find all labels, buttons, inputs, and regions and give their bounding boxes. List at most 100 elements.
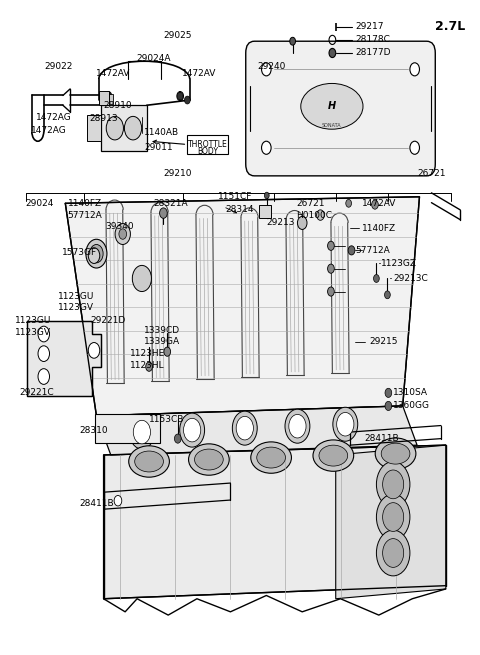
Circle shape: [88, 343, 100, 358]
Text: 1472AG: 1472AG: [31, 126, 66, 135]
Circle shape: [410, 141, 420, 155]
Circle shape: [38, 326, 49, 342]
Circle shape: [384, 291, 390, 299]
Text: 39340: 39340: [105, 221, 134, 231]
Text: 1472AV: 1472AV: [362, 199, 396, 208]
Text: BODY: BODY: [197, 147, 218, 155]
Text: H: H: [328, 102, 336, 111]
Text: 28310: 28310: [80, 426, 108, 436]
Text: 29221C: 29221C: [20, 388, 54, 398]
Ellipse shape: [381, 443, 410, 464]
Text: 2.7L: 2.7L: [435, 20, 465, 33]
Circle shape: [298, 216, 307, 229]
Circle shape: [119, 229, 127, 239]
Text: 1360GG: 1360GG: [393, 402, 430, 411]
Text: 29024: 29024: [25, 199, 54, 208]
Text: 29240: 29240: [257, 62, 285, 71]
Circle shape: [38, 346, 49, 362]
Ellipse shape: [313, 440, 354, 472]
Circle shape: [114, 495, 122, 506]
Bar: [87, 115, 101, 141]
Text: 26721: 26721: [417, 170, 446, 178]
Circle shape: [106, 117, 123, 140]
Circle shape: [327, 241, 334, 250]
Circle shape: [180, 413, 204, 447]
Text: 1339CD: 1339CD: [144, 326, 180, 335]
Circle shape: [290, 37, 296, 45]
Circle shape: [376, 530, 410, 576]
Text: 1123GU: 1123GU: [15, 316, 51, 326]
Text: 1123GZ: 1123GZ: [381, 259, 417, 268]
Ellipse shape: [189, 444, 229, 476]
Circle shape: [106, 92, 111, 100]
Text: 1123GV: 1123GV: [58, 303, 94, 312]
Text: 1140FZ: 1140FZ: [362, 223, 396, 233]
Text: THROTTLE: THROTTLE: [188, 140, 228, 149]
Text: 29024A: 29024A: [137, 54, 171, 63]
Circle shape: [183, 419, 201, 442]
Ellipse shape: [135, 451, 163, 472]
Polygon shape: [336, 445, 446, 599]
Circle shape: [236, 417, 253, 440]
Circle shape: [232, 411, 257, 445]
Bar: [99, 91, 109, 105]
Circle shape: [38, 369, 49, 384]
Text: 28910: 28910: [104, 101, 132, 110]
Circle shape: [90, 244, 103, 263]
Text: 29213: 29213: [266, 218, 295, 227]
Circle shape: [327, 264, 334, 273]
Circle shape: [184, 96, 190, 104]
Circle shape: [264, 192, 269, 198]
Circle shape: [159, 208, 167, 218]
Polygon shape: [27, 321, 101, 396]
Text: 1472AV: 1472AV: [96, 69, 131, 79]
Text: 29022: 29022: [44, 62, 72, 71]
Circle shape: [130, 415, 155, 449]
Bar: [101, 105, 147, 151]
Text: 28321A: 28321A: [154, 199, 189, 208]
Polygon shape: [65, 196, 420, 416]
Circle shape: [177, 92, 183, 100]
Ellipse shape: [129, 446, 169, 477]
Text: 29025: 29025: [164, 31, 192, 41]
Circle shape: [133, 421, 151, 444]
Circle shape: [346, 199, 351, 207]
Bar: [187, 136, 228, 154]
Text: 1472AV: 1472AV: [182, 69, 216, 79]
Circle shape: [262, 63, 271, 76]
Circle shape: [373, 274, 379, 282]
Circle shape: [329, 48, 336, 58]
Text: 1151CF: 1151CF: [217, 193, 252, 201]
Text: 1339GA: 1339GA: [144, 337, 180, 346]
Circle shape: [132, 265, 152, 291]
Circle shape: [88, 248, 100, 263]
Circle shape: [317, 210, 324, 220]
Text: 1472AG: 1472AG: [36, 113, 71, 122]
Bar: [259, 204, 271, 217]
Text: 28913: 28913: [89, 114, 118, 123]
Circle shape: [262, 141, 271, 155]
Circle shape: [383, 502, 404, 531]
Text: 1153CB: 1153CB: [149, 415, 184, 424]
Ellipse shape: [194, 449, 223, 470]
Circle shape: [164, 347, 170, 356]
Text: 1140AB: 1140AB: [144, 128, 180, 138]
Text: 1123GU: 1123GU: [58, 291, 95, 301]
Text: 29221D: 29221D: [91, 316, 126, 326]
Circle shape: [336, 413, 354, 436]
Circle shape: [146, 362, 153, 371]
Circle shape: [383, 470, 404, 498]
Text: 1310SA: 1310SA: [393, 388, 428, 398]
Text: 57712A: 57712A: [68, 210, 102, 219]
Text: 29213C: 29213C: [393, 274, 428, 283]
Circle shape: [124, 117, 142, 140]
Text: 28177D: 28177D: [355, 48, 390, 58]
Text: 57712A: 57712A: [355, 246, 390, 255]
Ellipse shape: [319, 445, 348, 466]
Ellipse shape: [301, 83, 363, 129]
Bar: [106, 94, 113, 105]
Circle shape: [174, 434, 181, 443]
Circle shape: [348, 246, 355, 255]
Ellipse shape: [375, 438, 416, 470]
Text: 29215: 29215: [369, 337, 398, 346]
